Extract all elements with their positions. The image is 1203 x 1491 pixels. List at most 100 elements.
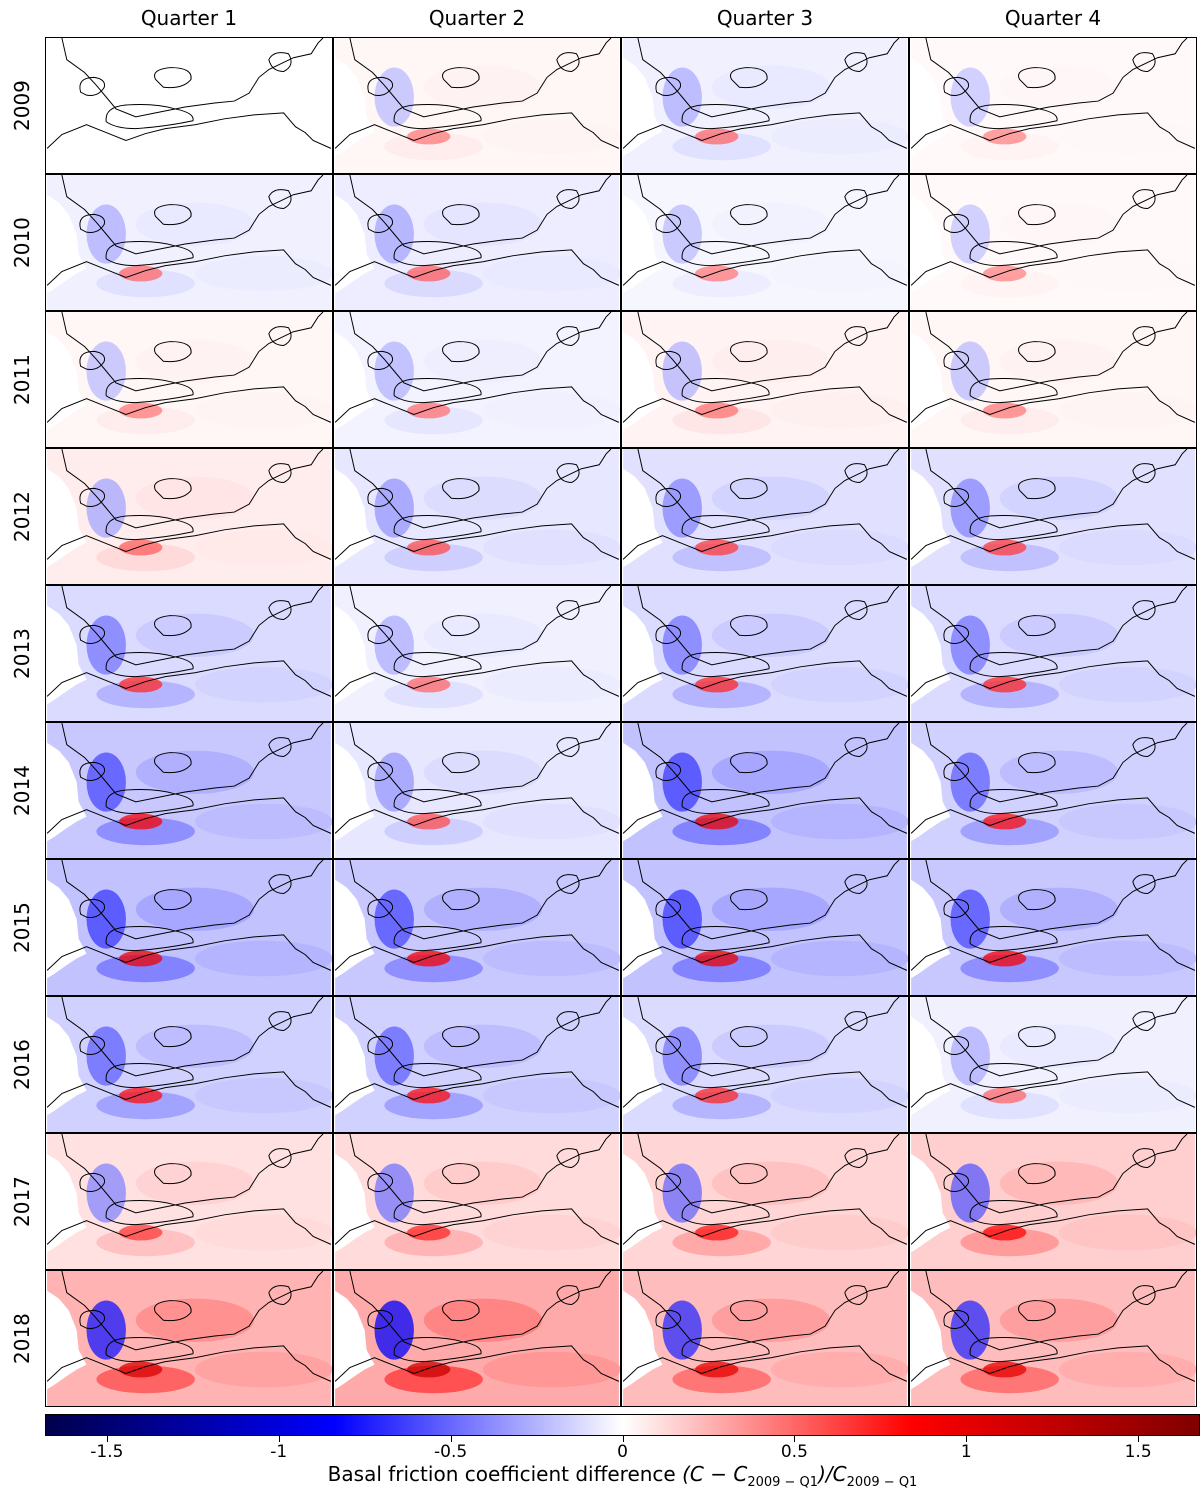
contour-line	[46, 386, 332, 423]
contour-line	[730, 341, 768, 363]
panel-mask	[335, 742, 375, 842]
contour-line	[1132, 737, 1156, 757]
contour-line	[61, 586, 324, 666]
panel-2013-q4	[909, 585, 1197, 722]
panel-patch	[1058, 529, 1196, 566]
contour-line	[925, 860, 1188, 940]
contour-line	[622, 386, 908, 423]
contour-line	[1018, 341, 1056, 363]
panel-patch	[135, 887, 255, 931]
contour-line	[367, 1172, 394, 1192]
panel-patch	[482, 118, 620, 155]
contour-line	[154, 478, 192, 500]
contour-line	[655, 898, 682, 918]
colorbar	[45, 1414, 1200, 1436]
contour-line	[367, 1309, 394, 1329]
panel-mask	[47, 879, 87, 979]
panel-2015-q2	[333, 859, 621, 996]
panel-patch	[1058, 118, 1196, 155]
contour-line	[655, 76, 682, 96]
contour-line	[79, 350, 106, 370]
contour-line	[349, 997, 612, 1077]
contour-line	[844, 600, 868, 620]
panel-patch	[194, 803, 332, 840]
contour-line	[730, 1300, 768, 1322]
contour-line	[268, 1011, 292, 1031]
panel-2009-q1	[45, 37, 333, 174]
contour-line	[730, 67, 768, 89]
contour-line	[1132, 52, 1156, 72]
contour-line	[268, 463, 292, 483]
panel-mask	[47, 57, 87, 157]
contour-line	[655, 1035, 682, 1055]
panel-mask	[47, 605, 87, 705]
panel-patch	[423, 1024, 543, 1068]
panel-patch	[135, 1024, 255, 1068]
panel-patch	[1058, 803, 1196, 840]
colorbar-tick-label: 0.5	[780, 1442, 808, 1462]
panel-mask	[47, 1290, 87, 1390]
panel-2010-q2	[333, 174, 621, 311]
panel-patch	[770, 1214, 908, 1251]
contour-line	[367, 76, 394, 96]
colorbar-tick	[450, 1436, 452, 1442]
contour-line	[105, 1200, 194, 1226]
contour-line	[1132, 1011, 1156, 1031]
row-label-2011: 2011	[10, 354, 34, 405]
panel-patch	[482, 255, 620, 292]
panel-2018-q4	[909, 1270, 1197, 1407]
contour-line	[349, 175, 612, 255]
panel-mask	[623, 57, 663, 157]
panel-mask	[911, 468, 951, 568]
panel-2011-q2	[333, 311, 621, 448]
contour-line	[943, 76, 970, 96]
panel-patch	[423, 339, 543, 383]
panel-patch	[423, 65, 543, 109]
panel-patch	[482, 1077, 620, 1114]
panel-patch	[423, 476, 543, 520]
contour-line	[969, 926, 1058, 952]
contour-line	[655, 1309, 682, 1329]
panel-patch	[770, 1077, 908, 1114]
contour-line	[61, 997, 324, 1077]
panel-2013-q1	[45, 585, 333, 722]
contour-line	[79, 1172, 106, 1192]
contour-line	[61, 312, 324, 392]
contour-line	[1132, 463, 1156, 483]
contour-line	[1132, 1285, 1156, 1305]
contour-line	[637, 1271, 900, 1351]
panel-2013-q3	[621, 585, 909, 722]
contour-line	[655, 487, 682, 507]
contour-line	[637, 38, 900, 118]
panel-patch	[482, 666, 620, 703]
panel-patch	[135, 1161, 255, 1205]
panel-patch	[770, 803, 908, 840]
panel-patch	[194, 255, 332, 292]
panel-2014-q3	[621, 722, 909, 859]
contour-line	[349, 1271, 612, 1351]
contour-line	[105, 789, 194, 815]
contour-line	[925, 1271, 1188, 1351]
contour-line	[637, 312, 900, 392]
contour-line	[910, 1071, 1196, 1108]
panel-patch	[999, 1161, 1119, 1205]
contour-line	[393, 1337, 482, 1363]
contour-line	[268, 1148, 292, 1168]
contour-line	[844, 1011, 868, 1031]
panel-patch	[999, 65, 1119, 109]
contour-line	[681, 1200, 770, 1226]
contour-line	[154, 752, 192, 774]
contour-line	[61, 1134, 324, 1214]
contour-line	[655, 624, 682, 644]
panel-2014-q4	[909, 722, 1197, 859]
contour-line	[730, 615, 768, 637]
contour-line	[393, 1063, 482, 1089]
contour-line	[79, 76, 106, 96]
row-label-2017: 2017	[10, 1176, 34, 1227]
panel-mask	[47, 1153, 87, 1253]
contour-line	[943, 898, 970, 918]
contour-line	[943, 761, 970, 781]
panel-patch	[423, 1298, 543, 1342]
panel-patch	[770, 666, 908, 703]
contour-line	[969, 1337, 1058, 1363]
